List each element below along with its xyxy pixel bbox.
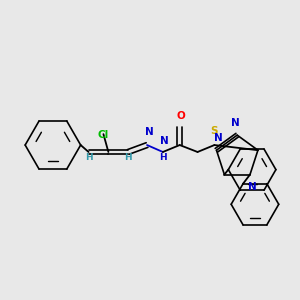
Text: N: N — [145, 127, 153, 137]
Text: O: O — [176, 111, 185, 121]
Text: N: N — [231, 118, 240, 128]
Text: N: N — [160, 136, 169, 146]
Text: H: H — [159, 153, 167, 162]
Text: S: S — [211, 126, 218, 136]
Text: H: H — [85, 153, 92, 162]
Text: N: N — [248, 182, 256, 191]
Text: Cl: Cl — [98, 130, 109, 140]
Text: H: H — [124, 153, 132, 162]
Text: N: N — [214, 133, 223, 143]
